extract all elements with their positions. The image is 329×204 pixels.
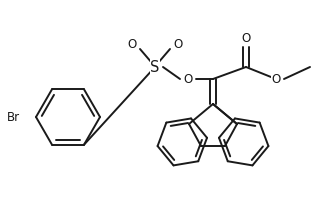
Text: S: S <box>150 60 160 75</box>
Text: O: O <box>127 38 137 51</box>
Text: Br: Br <box>7 111 20 124</box>
Text: O: O <box>183 73 192 86</box>
Text: O: O <box>173 38 183 51</box>
Text: O: O <box>271 73 281 86</box>
Text: O: O <box>241 32 251 45</box>
